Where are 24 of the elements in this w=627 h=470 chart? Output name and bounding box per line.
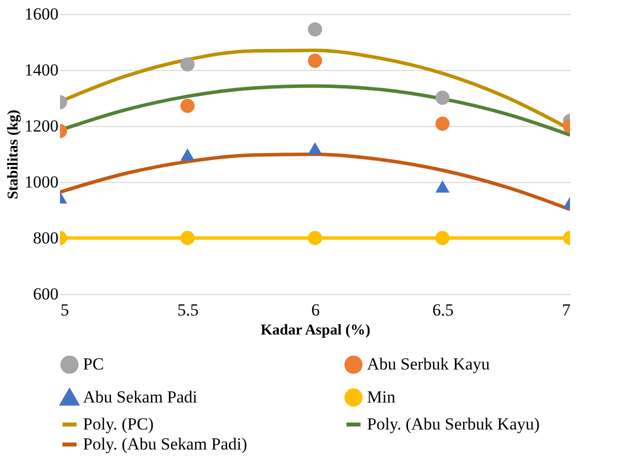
y-tick-label: 1200 (24, 116, 58, 136)
point (308, 54, 322, 68)
point (308, 230, 322, 246)
x-tick-label: 5 (60, 300, 69, 320)
x-tick-label: 6 (311, 300, 320, 320)
legend-label: Poly. (Abu Serbuk Kayu) (367, 414, 540, 434)
y-tick-label: 800 (33, 228, 58, 248)
legend-label: Min (367, 388, 396, 406)
legend-label: PC (83, 354, 104, 374)
x-tick-label: 5.5 (177, 300, 199, 320)
y-tick-label: 600 (33, 284, 58, 304)
legend-label: Abu Sekam Padi (83, 388, 198, 406)
x-tick-label: 7 (562, 300, 571, 320)
legend-label: Poly. (Abu Sekam Padi) (83, 434, 248, 454)
y-tick-label: 1600 (24, 4, 58, 24)
x-axis-title: Kadar Aspal (%) (260, 322, 370, 338)
point (308, 22, 322, 36)
y-tick-label: 1000 (24, 172, 58, 192)
legend-label: Poly. (PC) (83, 414, 154, 434)
point (308, 142, 322, 155)
y-tick-label: 1400 (24, 60, 58, 80)
y-axis-title: Stabilitas (kg) (6, 110, 22, 200)
legend-label: Abu Serbuk Kayu (367, 354, 490, 374)
x-tick-label: 6.5 (432, 300, 454, 320)
